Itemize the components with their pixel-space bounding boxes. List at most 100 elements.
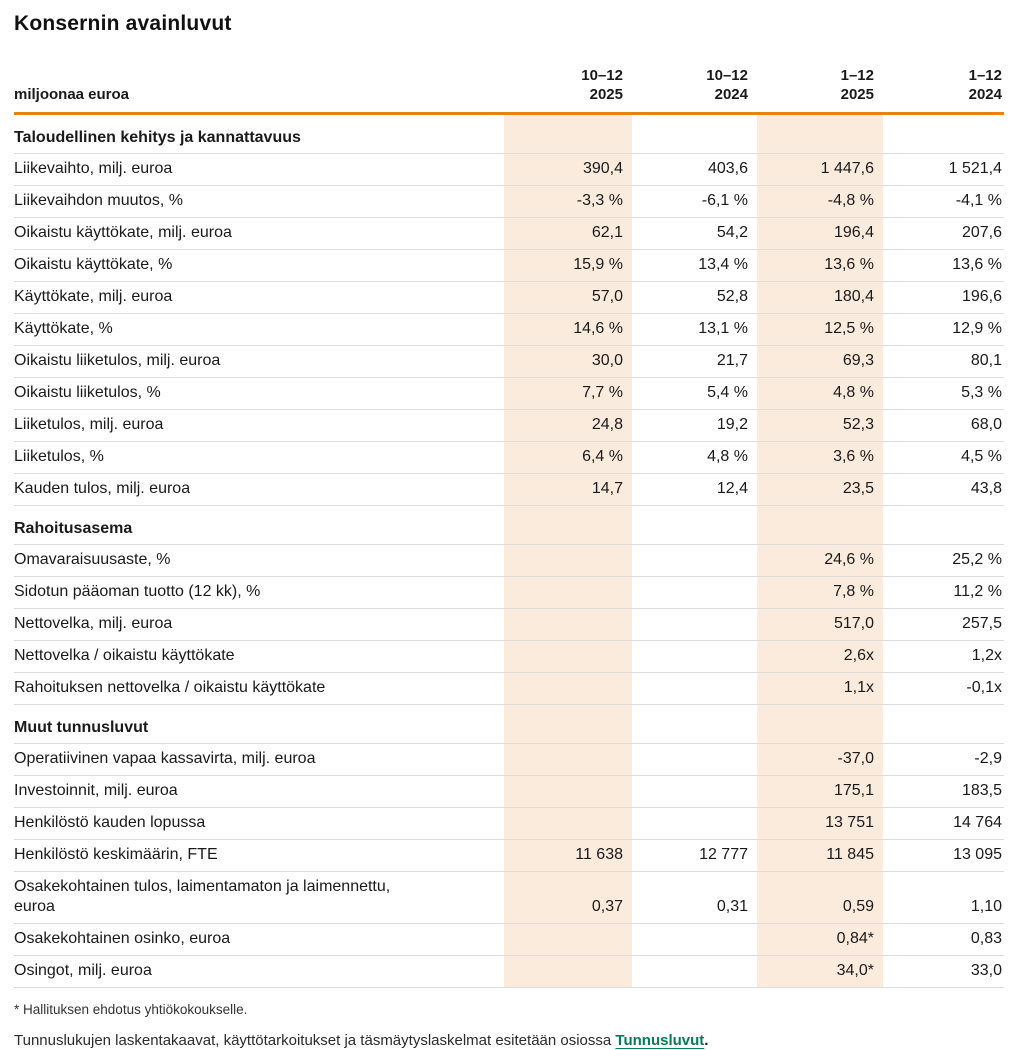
table-row: Nettovelka, milj. euroa 517,0 257,5 [14,608,1004,641]
cell-value: 183,5 [883,775,1004,808]
cell-value: 1 521,4 [883,153,1004,186]
table-row: Osingot, milj. euroa 34,0* 33,0 [14,955,1004,988]
table-row: Osakekohtainen tulos, laimentamaton ja l… [14,871,1004,924]
cell-value [504,505,632,545]
cell-value: 21,7 [632,345,757,378]
cell-value: 11 845 [757,839,883,872]
tunnusluvut-link[interactable]: Tunnusluvut [615,1032,705,1049]
section-label: Taloudellinen kehitys ja kannattavuus [14,113,504,154]
row-label: Oikaistu käyttökate, % [14,249,504,282]
cell-value: 14,7 [504,473,632,506]
cell-value: 14 764 [883,807,1004,840]
cell-value: 13 751 [757,807,883,840]
row-label: Käyttökate, % [14,313,504,346]
cell-value: 33,0 [883,955,1004,988]
cell-value: 52,8 [632,281,757,314]
cell-value: -6,1 % [632,185,757,218]
row-label: Oikaistu liiketulos, milj. euroa [14,345,504,378]
cell-value: 7,8 % [757,576,883,609]
table-row: Liiketulos, milj. euroa 24,8 19,2 52,3 68,0 [14,409,1004,442]
table-row: Kauden tulos, milj. euroa 14,7 12,4 23,5 43,… [14,473,1004,506]
cell-value [632,640,757,673]
cell-value: 11 638 [504,839,632,872]
section-label: Muut tunnusluvut [14,704,504,744]
cell-value: 25,2 % [883,544,1004,577]
key-figures-table: miljoonaa euroa 10–12 2025 10–12 2024 1–… [14,52,1004,988]
cell-value: 196,4 [757,217,883,250]
cell-value [504,807,632,840]
row-label: Kauden tulos, milj. euroa [14,473,504,506]
cell-value [504,608,632,641]
table-row: Omavaraisuusaste, % 24,6 % 25,2 % [14,544,1004,577]
row-label: Osingot, milj. euroa [14,955,504,988]
column-header-q4-2025: 10–12 2025 [504,52,632,115]
table-row: Henkilöstö kauden lopussa 13 751 14 764 [14,807,1004,840]
table-row: Rahoituksen nettovelka / oikaistu käyttö… [14,672,1004,705]
row-label: Operatiivinen vapaa kassavirta, milj. eu… [14,743,504,776]
cell-value [883,505,1004,545]
table-row: Oikaistu liiketulos, milj. euroa 30,0 21,7… [14,345,1004,378]
table-row: Operatiivinen vapaa kassavirta, milj. eu… [14,743,1004,776]
table-body: Taloudellinen kehitys ja kannattavuus Lii… [14,113,1004,988]
cell-value: 175,1 [757,775,883,808]
cell-value: -4,1 % [883,185,1004,218]
cell-value [504,576,632,609]
row-label: Oikaistu liiketulos, % [14,377,504,410]
cell-value [504,544,632,577]
cell-value: 24,6 % [757,544,883,577]
cell-value: 69,3 [757,345,883,378]
cell-value: 62,1 [504,217,632,250]
cell-value: 13,6 % [757,249,883,282]
footnote-formulas-text: Tunnuslukujen laskentakaavat, käyttötark… [14,1032,616,1049]
cell-value [757,505,883,545]
cell-value [632,807,757,840]
cell-value: -0,1x [883,672,1004,705]
cell-value [632,544,757,577]
section-row: Muut tunnusluvut [14,704,1004,744]
cell-value: 13 095 [883,839,1004,872]
cell-value: 1,10 [883,871,1004,924]
table-row: Nettovelka / oikaistu käyttökate 2,6x 1,2x [14,640,1004,673]
cell-value: 24,8 [504,409,632,442]
table-header: miljoonaa euroa 10–12 2025 10–12 2024 1–… [14,52,1004,115]
row-label: Rahoituksen nettovelka / oikaistu käyttö… [14,672,504,705]
row-label: Henkilöstö keskimäärin, FTE [14,839,504,872]
cell-value [632,955,757,988]
cell-value: 3,6 % [757,441,883,474]
table-row: Liikevaihto, milj. euroa 390,4 403,6 1 447,… [14,153,1004,186]
row-label: Osakekohtainen osinko, euroa [14,923,504,956]
cell-value: 15,9 % [504,249,632,282]
cell-value [632,608,757,641]
table-row: Oikaistu liiketulos, % 7,7 % 5,4 % 4,8 % 5,3… [14,377,1004,410]
cell-value [504,640,632,673]
cell-value: 1 447,6 [757,153,883,186]
cell-value [504,743,632,776]
row-label: Investoinnit, milj. euroa [14,775,504,808]
cell-value [757,704,883,744]
cell-value: 12,4 [632,473,757,506]
cell-value: 2,6x [757,640,883,673]
cell-value: 52,3 [757,409,883,442]
cell-value: 12,5 % [757,313,883,346]
cell-value: 12 777 [632,839,757,872]
cell-value: -3,3 % [504,185,632,218]
cell-value: 23,5 [757,473,883,506]
footnotes: * Hallituksen ehdotus yhtiökokoukselle. … [14,1001,1004,1050]
row-label: Oikaistu käyttökate, milj. euroa [14,217,504,250]
table-row: Oikaistu käyttökate, % 15,9 % 13,4 % 13,6 %… [14,249,1004,282]
table-row: Osakekohtainen osinko, euroa 0,84* 0,83 [14,923,1004,956]
cell-value: 12,9 % [883,313,1004,346]
column-header-fy-2025: 1–12 2025 [757,52,883,115]
section-row: Rahoitusasema [14,505,1004,545]
row-label: Liikevaihdon muutos, % [14,185,504,218]
cell-value: 1,2x [883,640,1004,673]
column-header-fy-2024: 1–12 2024 [883,52,1004,115]
footnote-formulas-period: . [704,1032,709,1049]
page-title: Konsernin avainluvut [14,12,232,35]
cell-value: 13,1 % [632,313,757,346]
cell-value: -4,8 % [757,185,883,218]
section-label: Rahoitusasema [14,505,504,545]
cell-value [632,775,757,808]
table-row: Oikaistu käyttökate, milj. euroa 62,1 54,2… [14,217,1004,250]
